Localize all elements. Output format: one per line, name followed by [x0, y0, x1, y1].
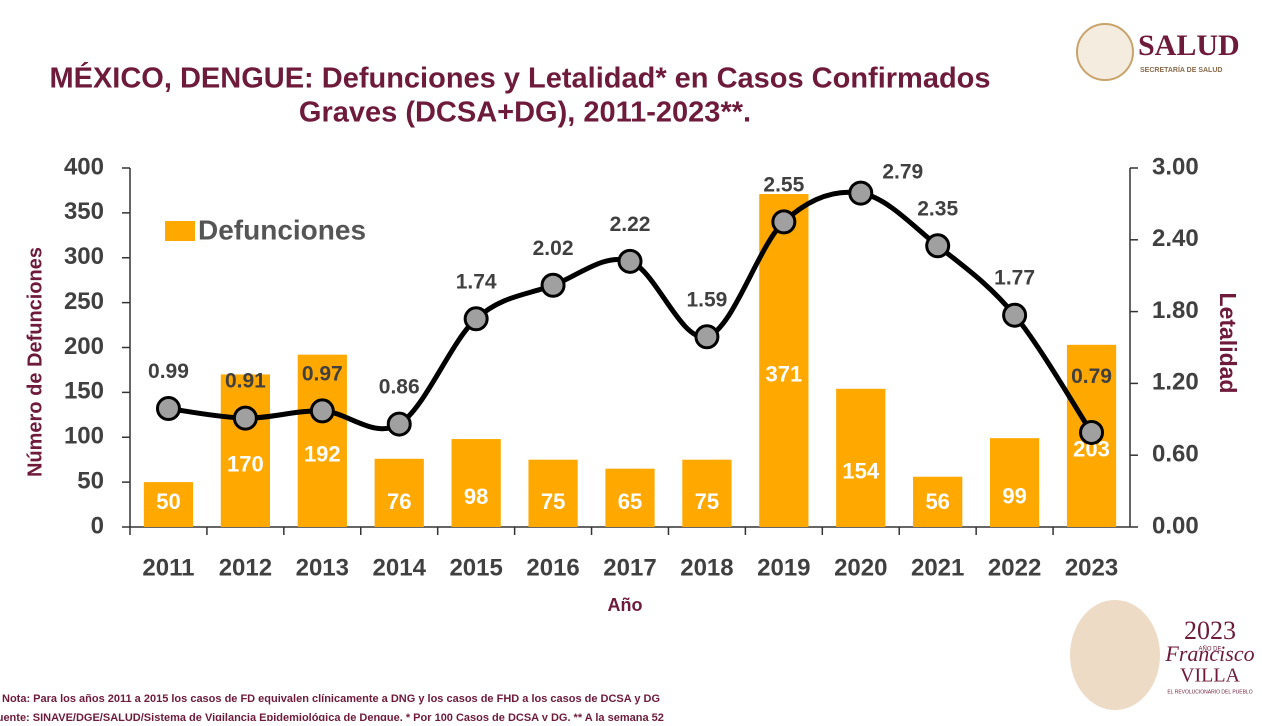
chart-title: MÉXICO, DENGUE: Defunciones y Letalidad*… [49, 61, 990, 95]
y-tick-label: 250 [64, 288, 104, 315]
y-tick-label: 50 [77, 467, 104, 494]
line-value-label: 2.55 [763, 173, 804, 196]
x-tick-label: 2022 [988, 554, 1041, 581]
line-value-label: 0.91 [225, 370, 266, 393]
bar [220, 374, 270, 527]
bar-value-label: 98 [464, 484, 488, 509]
chart-title: Graves (DCSA+DG), 2011-2023**. [299, 97, 751, 129]
y-tick-label: 100 [64, 423, 104, 450]
bar-value-label: 56 [925, 489, 949, 514]
x-tick-label: 2017 [603, 554, 656, 581]
logo-text: SALUD [1138, 29, 1240, 62]
bar-value-label: 76 [387, 489, 411, 514]
x-tick-label: 2020 [834, 554, 887, 581]
y2-tick-label: 0.60 [1152, 441, 1199, 468]
footnote: Fuente: SINAVE/DGE/SALUD/Sistema de Vigi… [0, 712, 664, 721]
line-marker [1079, 419, 1105, 445]
y2-tick-label: 0.00 [1152, 512, 1199, 539]
bar-value-label: 75 [695, 489, 719, 514]
x-tick-label: 2012 [219, 554, 272, 581]
bar-value-label: 154 [842, 459, 879, 484]
line-marker [1002, 302, 1028, 328]
bar [528, 459, 578, 527]
bar [143, 482, 194, 527]
line-value-label: 0.79 [1071, 365, 1112, 388]
footnote: Nota: Para los años 2011 a 2015 los caso… [2, 693, 660, 705]
bar [759, 194, 809, 527]
badge-portrait [1070, 600, 1160, 710]
badge-name: Francisco [1164, 641, 1254, 666]
x-tick-label: 2016 [526, 554, 579, 581]
badge-small: AÑO DE [1198, 646, 1221, 653]
y2-tick-label: 1.20 [1152, 369, 1199, 396]
bar-value-label: 50 [156, 489, 180, 514]
line-marker [540, 272, 566, 298]
bar-value-label: 75 [541, 489, 565, 514]
line-value-label: 1.59 [686, 288, 727, 311]
bar [605, 468, 655, 527]
logo-subtext: SECRETARÍA DE SALUD [1140, 65, 1222, 74]
line-value-label: 0.97 [302, 362, 343, 385]
x-tick-label: 2021 [911, 554, 964, 581]
y-axis-label: Número de Defunciones [24, 247, 46, 477]
legend-label: Defunciones [198, 214, 366, 245]
bar-value-label: 371 [765, 361, 802, 386]
x-tick-label: 2023 [1065, 554, 1118, 581]
x-tick-label: 2011 [142, 554, 194, 581]
y-tick-label: 400 [64, 153, 104, 180]
line-marker [309, 398, 335, 424]
line-marker [386, 411, 412, 437]
bar [682, 459, 732, 527]
bar [297, 354, 347, 527]
x-tick-label: 2015 [449, 554, 502, 581]
bar [836, 388, 886, 527]
line-value-label: 2.02 [533, 237, 574, 260]
line-value-label: 2.79 [882, 161, 923, 184]
y-tick-label: 150 [64, 378, 104, 405]
x-axis-label: Año [608, 595, 643, 615]
line-value-label: 1.74 [456, 270, 497, 293]
line-marker [155, 396, 181, 422]
line-value-label: 2.35 [917, 197, 958, 220]
y-tick-label: 300 [64, 243, 104, 270]
y2-axis-label: Letalidad [1215, 293, 1241, 394]
x-tick-label: 2014 [373, 554, 427, 581]
bar-value-label: 170 [227, 452, 264, 477]
y2-tick-label: 2.40 [1152, 225, 1199, 252]
badge-year: 2023 [1184, 616, 1236, 645]
y2-tick-label: 1.80 [1152, 297, 1199, 324]
line-marker [848, 180, 874, 206]
x-tick-label: 2018 [680, 554, 733, 581]
x-tick-label: 2013 [296, 554, 349, 581]
bar [374, 458, 424, 527]
badge-motto: EL REVOLUCIONARIO DEL PUEBLO [1167, 689, 1252, 695]
line-value-label: 0.99 [148, 360, 189, 383]
legend-swatch [165, 221, 195, 241]
bar [451, 439, 501, 527]
line-marker [925, 233, 951, 259]
line-marker [463, 306, 489, 332]
badge-name: VILLA [1180, 665, 1241, 687]
x-tick-label: 2019 [757, 554, 810, 581]
y-tick-label: 200 [64, 333, 104, 360]
logo-emblem [1076, 23, 1134, 81]
bar-value-label: 65 [618, 489, 642, 514]
line-value-label: 1.77 [994, 267, 1035, 290]
line-marker [617, 248, 643, 274]
line-marker [694, 324, 720, 350]
bar-value-label: 192 [304, 442, 341, 467]
bar [913, 476, 963, 527]
bar [990, 438, 1040, 527]
y-tick-label: 0 [91, 512, 104, 539]
line-marker [771, 209, 797, 235]
y2-tick-label: 3.00 [1152, 153, 1199, 180]
line-value-label: 0.86 [379, 376, 420, 399]
line-value-label: 2.22 [610, 213, 651, 236]
bar-value-label: 99 [1002, 483, 1026, 508]
y-tick-label: 350 [64, 198, 104, 225]
line-marker [232, 405, 258, 431]
